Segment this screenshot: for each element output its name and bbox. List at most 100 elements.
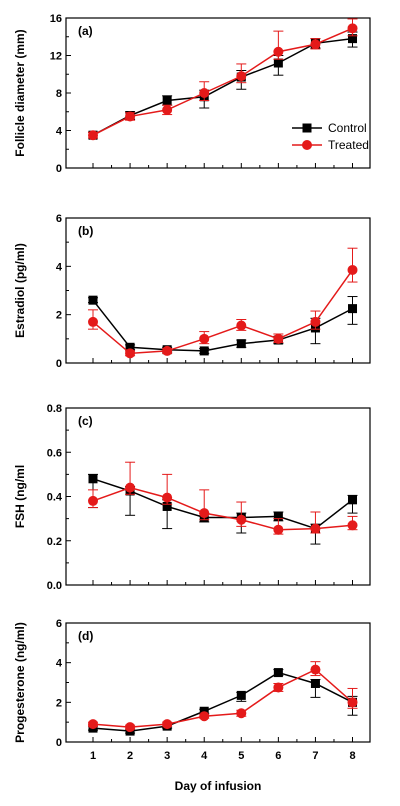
y-tick-label: 4 [56, 126, 63, 138]
data-point [162, 501, 172, 511]
y-tick-label: 0 [56, 163, 62, 175]
data-point [88, 719, 98, 730]
y-tick-label: 0.4 [47, 492, 63, 504]
x-axis-title: Day of infusion [175, 779, 262, 793]
data-point [199, 346, 209, 356]
data-point [236, 339, 246, 349]
data-point [236, 320, 247, 331]
data-point [310, 523, 321, 534]
legend-label: Control [328, 121, 367, 135]
data-point [88, 316, 98, 327]
y-tick-label: 2 [56, 697, 62, 709]
data-point [348, 34, 358, 44]
legend: Control Treated [292, 121, 369, 152]
data-point [310, 39, 321, 50]
data-point [199, 88, 210, 98]
data-point [199, 711, 210, 722]
y-tick-label: 8 [56, 88, 62, 100]
y-tick-label: 0.6 [47, 447, 62, 459]
series-line [92, 269, 354, 355]
y-axis-title: Progesterone (ng/ml) [13, 622, 27, 743]
data-point [310, 664, 321, 675]
data-point [273, 668, 283, 678]
x-tick-label: 4 [201, 750, 208, 762]
data-point [88, 130, 98, 141]
panel-label: (a) [78, 24, 93, 38]
data-point [88, 495, 98, 506]
data-point [310, 316, 321, 327]
y-tick-label: 0 [56, 358, 62, 370]
y-tick-label: 12 [50, 51, 62, 63]
data-point [273, 682, 284, 693]
data-point [125, 482, 136, 493]
x-tick-label: 7 [312, 750, 318, 762]
y-tick-label: 0.0 [47, 580, 62, 592]
data-point [273, 46, 284, 57]
y-tick-label: 4 [56, 658, 63, 670]
x-tick-label: 6 [275, 750, 281, 762]
plot-frame [65, 217, 371, 364]
data-point [162, 104, 173, 115]
series-line [92, 486, 353, 531]
data-point [125, 342, 135, 352]
data-point [162, 96, 172, 105]
data-point [348, 304, 358, 314]
series-treated [88, 18, 358, 141]
data-point [310, 678, 320, 688]
data-point [125, 722, 136, 733]
chart-panel-3: 0.0 0.2 0.4 0.6 0.8 FSH (ng/ml (c) [13, 403, 371, 592]
x-tick-label: 5 [238, 750, 244, 762]
y-tick-label: 0.8 [47, 403, 62, 415]
data-point [162, 492, 173, 503]
data-point [273, 58, 283, 68]
y-tick-label: 6 [56, 618, 62, 630]
data-point [125, 111, 136, 122]
y-tick-label: 0 [56, 737, 62, 749]
data-point [347, 520, 358, 531]
chart-panel-4: 0 2 4 6 1 2 3 4 5 6 7 8 Progesterone (ng/ml) (d) Day o… [13, 618, 371, 793]
data-point [273, 333, 284, 344]
x-tick-label: 2 [127, 750, 133, 762]
y-axis-title: FSH (ng/ml [13, 465, 27, 528]
data-point [88, 295, 98, 305]
y-axis-title: Follicle diameter (mm) [13, 29, 27, 156]
data-point [347, 23, 358, 34]
series-line [92, 37, 353, 136]
data-point [162, 719, 173, 730]
data-point [347, 697, 358, 708]
data-point [236, 708, 247, 719]
panel-label: (b) [78, 224, 93, 238]
data-point [236, 71, 247, 82]
series-line [92, 671, 353, 732]
data-point [199, 333, 210, 344]
data-point [273, 524, 284, 535]
data-point [347, 264, 358, 275]
series-line [92, 478, 353, 530]
data-point [273, 511, 283, 521]
y-axis-title: Estradiol (pg/ml) [13, 243, 27, 338]
data-point [125, 348, 136, 359]
series-line [92, 668, 354, 728]
panel-label: (d) [78, 629, 93, 643]
series-line [92, 27, 353, 136]
series-treated [88, 461, 358, 535]
y-tick-label: 6 [56, 213, 62, 225]
y-tick-label: 4 [56, 261, 63, 273]
chart-panel-1: 0 4 8 12 16 Follicle diameter (mm) (a) Control T… [13, 13, 371, 175]
series-line [92, 299, 353, 352]
series-treated [88, 661, 358, 733]
x-tick-label: 8 [349, 750, 355, 762]
chart-panel-2: 0 2 4 6 Estradiol (pg/ml) (b) [13, 213, 371, 370]
data-point [199, 508, 210, 519]
legend-label: Treated [328, 138, 369, 152]
data-point [348, 495, 358, 505]
panel-label: (c) [78, 414, 93, 428]
y-tick-label: 0.2 [47, 536, 62, 548]
x-tick-label: 1 [90, 750, 96, 762]
x-tick-label: 3 [164, 750, 170, 762]
data-point [236, 690, 246, 700]
plot-frame [65, 622, 371, 743]
data-point [88, 474, 98, 484]
y-tick-label: 16 [50, 13, 62, 25]
